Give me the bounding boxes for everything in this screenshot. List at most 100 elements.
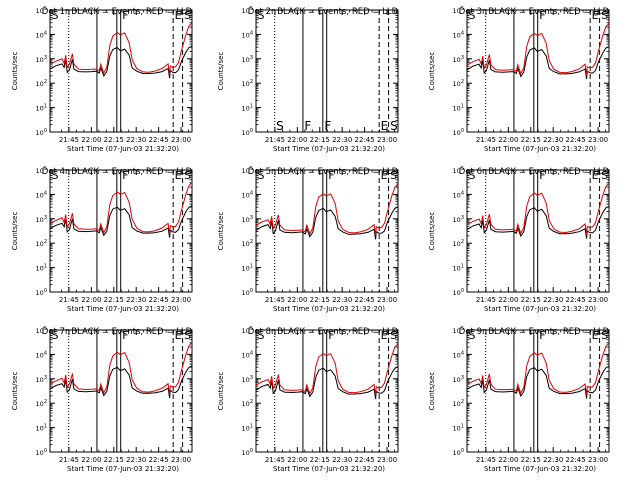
- y-tick-label: 105: [36, 6, 47, 15]
- marker-label: S: [390, 329, 397, 342]
- y-tick-label: 100: [453, 288, 464, 297]
- x-tick-label: 22:45: [355, 136, 375, 144]
- y-tick-label: 101: [453, 104, 464, 113]
- y-tick-label: 101: [36, 424, 47, 433]
- y-tick-label: 101: [453, 424, 464, 433]
- x-tick-label: 21:45: [476, 456, 496, 464]
- series-line-events: [49, 45, 193, 79]
- y-tick-label: 101: [453, 264, 464, 273]
- y-tick-label: 101: [36, 264, 47, 273]
- y-tick-label: 100: [453, 128, 464, 137]
- marker-label: S: [390, 119, 398, 133]
- x-tick-label: 21:45: [265, 136, 285, 144]
- start-label-s: S: [52, 329, 59, 342]
- x-axis-label: Start Time (07-Jun-03 21:32:20): [484, 145, 596, 153]
- y-tick-label: 105: [453, 326, 464, 335]
- marker-label: E: [175, 169, 182, 182]
- x-tick-label: 22:30: [543, 456, 563, 464]
- marker-label: F: [122, 329, 128, 342]
- y-tick-label: 100: [242, 128, 253, 137]
- y-tick-label: 104: [36, 30, 47, 39]
- x-tick-label: 22:15: [104, 136, 124, 144]
- series-line-events: [255, 206, 399, 240]
- start-label-s: S: [469, 9, 476, 22]
- x-tick-label: 23:00: [588, 456, 608, 464]
- y-tick-label: 104: [242, 190, 253, 199]
- marker-label: F: [539, 329, 545, 342]
- marker-label: S: [184, 169, 191, 182]
- x-axis-label: Start Time (07-Jun-03 21:32:20): [273, 465, 385, 473]
- x-axis-label: Start Time (07-Jun-03 21:32:20): [484, 305, 596, 313]
- y-tick-label: 105: [36, 166, 47, 175]
- start-label-s: S: [258, 169, 265, 182]
- x-tick-label: 22:15: [104, 456, 124, 464]
- marker-label: E: [175, 9, 182, 22]
- x-tick-label: 21:45: [265, 456, 285, 464]
- x-tick-label: 22:00: [287, 136, 307, 144]
- marker-label: E: [175, 329, 182, 342]
- y-axis-label: Counts/sec: [428, 372, 436, 411]
- start-label-s: S: [52, 9, 59, 22]
- x-tick-label: 21:45: [476, 296, 496, 304]
- y-tick-label: 104: [242, 30, 253, 39]
- y-tick-label: 104: [453, 350, 464, 359]
- y-tick-label: 101: [36, 104, 47, 113]
- x-tick-label: 22:30: [332, 136, 352, 144]
- x-tick-label: 22:00: [498, 456, 518, 464]
- series-line-lld: [466, 342, 610, 395]
- x-tick-label: 22:30: [332, 456, 352, 464]
- y-tick-label: 103: [36, 55, 47, 64]
- marker-label: F: [328, 169, 334, 182]
- y-tick-label: 101: [242, 264, 253, 273]
- x-tick-label: 22:00: [498, 296, 518, 304]
- marker-label: F: [539, 9, 545, 22]
- y-tick-label: 103: [36, 215, 47, 224]
- y-tick-label: 101: [242, 104, 253, 113]
- y-tick-label: 100: [36, 288, 47, 297]
- x-tick-label: 22:30: [126, 456, 146, 464]
- series-line-lld: [49, 22, 193, 75]
- x-tick-label: 22:45: [355, 296, 375, 304]
- start-label-s: S: [469, 329, 476, 342]
- y-tick-label: 102: [453, 239, 464, 248]
- series-line-events: [49, 365, 193, 398]
- x-tick-label: 21:45: [59, 456, 79, 464]
- y-tick-label: 103: [453, 55, 464, 64]
- panel-det-7r: Det 7r BLACK = Events, RED = LLD10010110…: [11, 326, 193, 473]
- x-tick-label: 23:00: [171, 296, 191, 304]
- x-tick-label: 22:30: [332, 296, 352, 304]
- x-tick-label: 22:15: [310, 136, 330, 144]
- x-tick-label: 21:45: [265, 296, 285, 304]
- x-tick-label: 22:30: [126, 296, 146, 304]
- panel-det-9r: Det 9r BLACK = Events, RED = LLD10010110…: [428, 326, 610, 473]
- y-axis-label: Counts/sec: [11, 52, 19, 91]
- marker-label: F: [304, 119, 311, 133]
- start-label-s: S: [52, 169, 59, 182]
- y-tick-label: 102: [36, 79, 47, 88]
- x-tick-label: 23:00: [377, 136, 397, 144]
- y-tick-label: 105: [36, 326, 47, 335]
- x-tick-label: 22:30: [543, 296, 563, 304]
- x-tick-label: 23:00: [588, 136, 608, 144]
- y-tick-label: 102: [242, 399, 253, 408]
- x-tick-label: 22:45: [355, 456, 375, 464]
- x-tick-label: 22:15: [310, 456, 330, 464]
- y-tick-label: 104: [453, 30, 464, 39]
- y-axis-label: Counts/sec: [428, 212, 436, 251]
- y-tick-label: 102: [242, 79, 253, 88]
- x-tick-label: 22:15: [521, 296, 541, 304]
- x-tick-label: 22:00: [287, 296, 307, 304]
- x-axis-label: Start Time (07-Jun-03 21:32:20): [273, 145, 385, 153]
- y-axis-label: Counts/sec: [428, 52, 436, 91]
- y-tick-label: 101: [242, 424, 253, 433]
- x-tick-label: 22:00: [81, 136, 101, 144]
- marker-label: E: [381, 169, 388, 182]
- marker-label: F: [324, 119, 331, 133]
- x-tick-label: 22:45: [566, 456, 586, 464]
- y-tick-label: 105: [453, 6, 464, 15]
- y-tick-label: 105: [242, 326, 253, 335]
- x-tick-label: 22:15: [310, 296, 330, 304]
- x-axis-label: Start Time (07-Jun-03 21:32:20): [67, 465, 179, 473]
- series-line-events: [255, 366, 399, 400]
